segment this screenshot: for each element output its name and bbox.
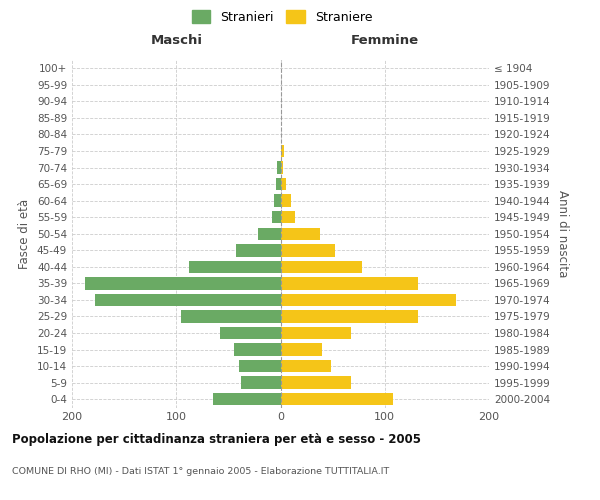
Bar — [220, 327, 281, 339]
Bar — [281, 310, 418, 322]
Bar — [281, 327, 352, 339]
Bar — [281, 294, 455, 306]
Bar — [281, 244, 335, 256]
Bar — [281, 376, 352, 389]
Bar — [281, 145, 284, 157]
Text: Femmine: Femmine — [350, 34, 419, 47]
Text: Maschi: Maschi — [150, 34, 202, 47]
Legend: Stranieri, Straniere: Stranieri, Straniere — [188, 6, 376, 28]
Y-axis label: Anni di nascita: Anni di nascita — [556, 190, 569, 278]
Bar — [233, 344, 281, 356]
Bar — [281, 393, 393, 406]
Bar — [281, 277, 418, 289]
Bar — [274, 194, 281, 207]
Bar — [95, 294, 281, 306]
Text: Popolazione per cittadinanza straniera per età e sesso - 2005: Popolazione per cittadinanza straniera p… — [12, 432, 421, 446]
Bar — [281, 360, 331, 372]
Text: COMUNE DI RHO (MI) - Dati ISTAT 1° gennaio 2005 - Elaborazione TUTTITALIA.IT: COMUNE DI RHO (MI) - Dati ISTAT 1° genna… — [12, 468, 389, 476]
Bar — [257, 228, 281, 240]
Bar — [213, 393, 281, 406]
Bar — [277, 178, 281, 190]
Bar — [85, 277, 281, 289]
Y-axis label: Fasce di età: Fasce di età — [19, 198, 31, 269]
Bar — [281, 162, 283, 174]
Bar — [272, 211, 281, 224]
Bar — [239, 360, 281, 372]
Bar — [189, 260, 281, 273]
Bar — [281, 228, 320, 240]
Bar — [181, 310, 281, 322]
Bar — [241, 376, 281, 389]
Bar — [236, 244, 281, 256]
Bar — [281, 194, 291, 207]
Bar — [277, 162, 281, 174]
Bar — [281, 211, 295, 224]
Bar — [281, 260, 362, 273]
Bar — [281, 344, 322, 356]
Bar — [281, 178, 286, 190]
